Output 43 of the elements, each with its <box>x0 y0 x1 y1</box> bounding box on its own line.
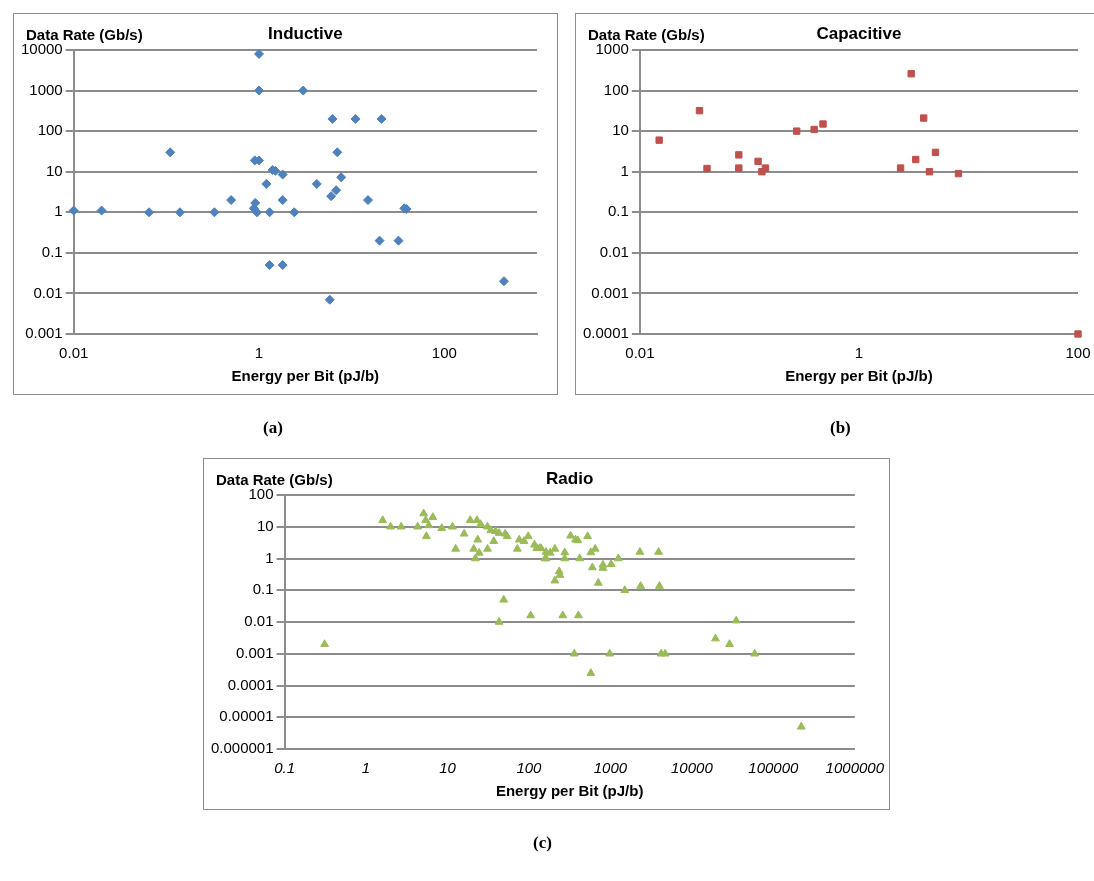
y-tick-label: 0.00001 <box>219 707 274 725</box>
chart-title: Capacitive <box>816 23 902 43</box>
y-tick-label: 0.1 <box>608 202 629 220</box>
y-tick-label: 0.001 <box>25 324 63 342</box>
text: (a) <box>263 418 283 438</box>
text: (c) <box>533 833 552 853</box>
y-tick-label: 10 <box>256 516 274 534</box>
y-tick-label: 10 <box>612 121 629 139</box>
x-tick-label: 1 <box>361 759 371 777</box>
x-axis-title: Energy per Bit (pJ/b) <box>785 367 933 385</box>
y-tick-label: 0.000001 <box>210 739 274 757</box>
y-tick-label: 1 <box>54 202 63 220</box>
y-tick-label: 0.001 <box>591 283 629 301</box>
y-tick-label: 1 <box>620 161 629 179</box>
y-tick-label: 0.01 <box>33 283 63 301</box>
y-tick-label: 1000 <box>29 80 63 98</box>
x-tick-label: 10000 <box>671 759 714 777</box>
x-tick-label: 100 <box>516 759 543 777</box>
y-tick-label: 10 <box>46 161 63 179</box>
y-tick-label: 0.01 <box>244 612 274 630</box>
x-axis-title: Energy per Bit (pJ/b) <box>231 367 380 385</box>
x-axis-title: Energy per Bit (pJ/b) <box>495 782 644 800</box>
y-tick-label: 0.01 <box>599 243 629 260</box>
y-tick-label: 0.1 <box>252 580 274 598</box>
x-tick-label: 100000 <box>748 759 800 777</box>
x-tick-label: 0.1 <box>274 759 295 777</box>
y-tick-label: 100 <box>603 80 629 98</box>
x-tick-label: 10 <box>439 759 457 777</box>
x-tick-label: 1 <box>854 344 864 362</box>
x-tick-label: 1000000 <box>825 759 885 777</box>
y-tick-label: 0.0001 <box>582 324 629 342</box>
text: (b) <box>830 418 851 438</box>
y-tick-label: 0.0001 <box>227 675 274 693</box>
x-tick-label: 0.01 <box>625 344 655 362</box>
y-tick-label: 1 <box>265 548 274 566</box>
y-tick-label: 0.1 <box>41 243 63 260</box>
x-tick-label: 0.01 <box>59 344 89 362</box>
chart-title: Radio <box>546 468 594 488</box>
y-tick-label: 100 <box>37 121 63 139</box>
x-tick-label: 100 <box>1065 344 1091 362</box>
chart-title: Inductive <box>268 23 343 43</box>
y-tick-label: 0.001 <box>236 643 274 661</box>
x-tick-label: 100 <box>431 344 457 362</box>
